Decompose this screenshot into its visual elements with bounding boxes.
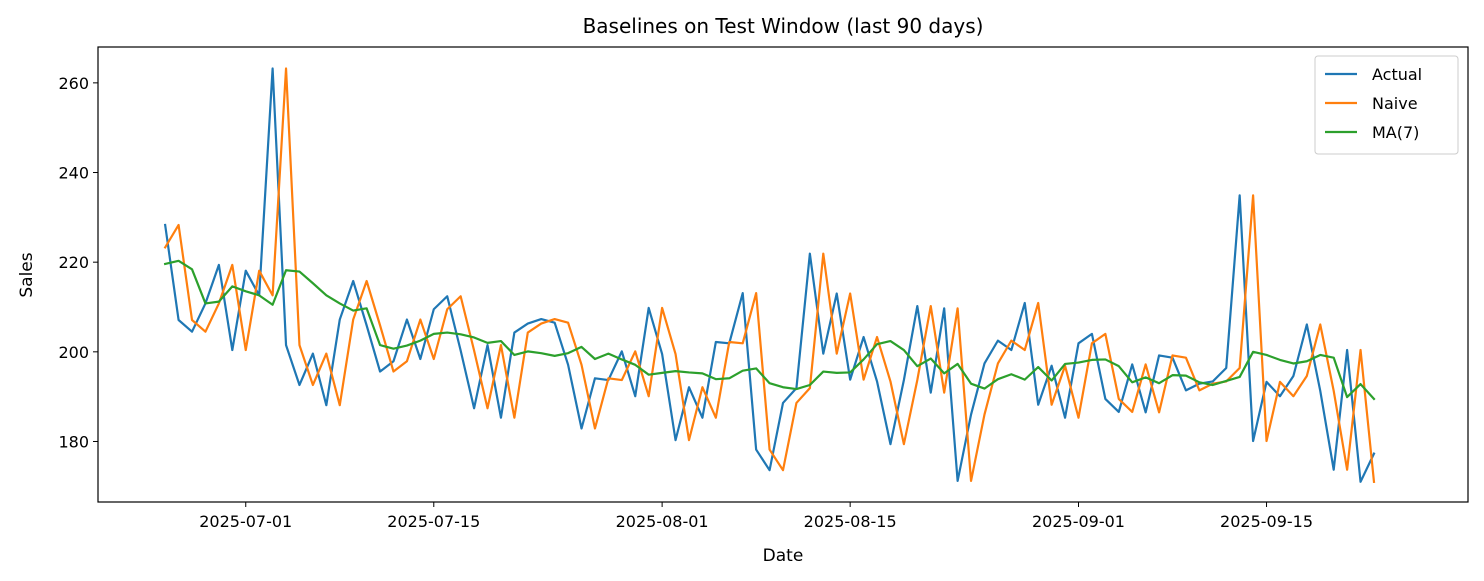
y-tick-label: 260 — [58, 74, 89, 93]
chart-title: Baselines on Test Window (last 90 days) — [583, 14, 984, 38]
y-tick-label: 200 — [58, 343, 89, 362]
y-tick-label: 180 — [58, 432, 89, 451]
plot-area — [163, 67, 1376, 484]
x-tick-label: 2025-09-15 — [1220, 512, 1313, 531]
series-line-actual — [163, 67, 1376, 483]
y-tick-label: 240 — [58, 164, 89, 183]
legend-box — [1314, 55, 1459, 155]
x-tick-label: 2025-07-15 — [387, 512, 480, 531]
y-tick-label: 220 — [58, 253, 89, 272]
plot-frame — [97, 46, 1469, 503]
y-axis-label: Sales — [17, 252, 37, 297]
x-tick-label: 2025-08-15 — [804, 512, 897, 531]
x-tick-label: 2025-09-01 — [1032, 512, 1125, 531]
legend-label: MA(7) — [1372, 123, 1419, 142]
x-axis-label: Date — [763, 546, 804, 566]
series-line-ma-7 — [163, 259, 1376, 401]
legend-label: Naive — [1372, 94, 1418, 113]
x-tick-label: 2025-07-01 — [199, 512, 292, 531]
legend: Actual Naive MA(7) — [1314, 55, 1459, 155]
legend-label: Actual — [1372, 65, 1422, 84]
x-tick-label: 2025-08-01 — [616, 512, 709, 531]
series-line-naive — [163, 67, 1376, 484]
